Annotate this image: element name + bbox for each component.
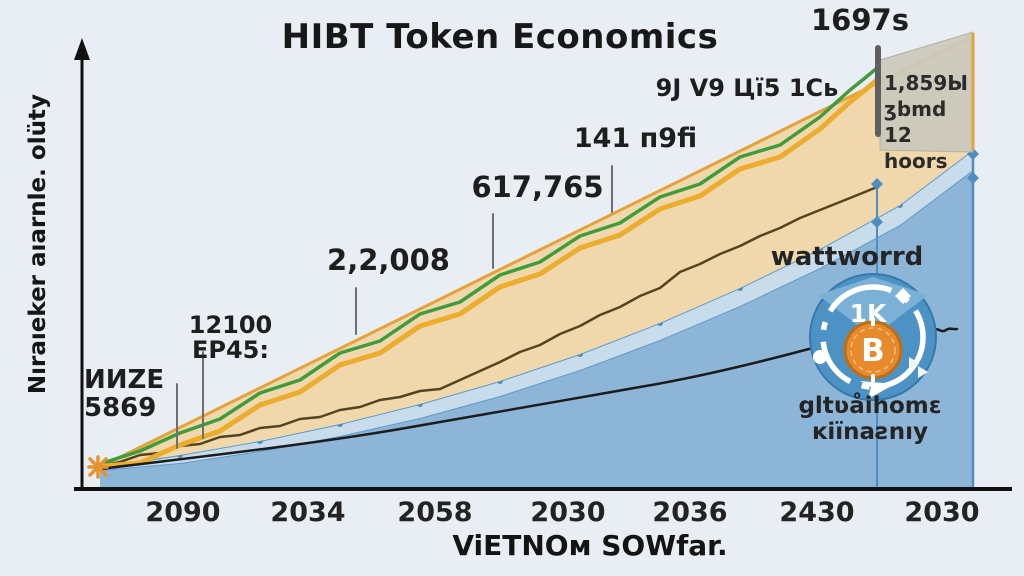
annotation-1697s: 1697s [811, 3, 909, 37]
callout-pointers [176, 165, 613, 449]
brown-jagged-line [99, 185, 878, 468]
ring-chevron [918, 366, 928, 378]
annotation-glt-line2: ĸiïnaƨnıy [812, 419, 928, 445]
annotation-141: 141 п9fi [573, 123, 698, 154]
wedge-top-edge [98, 34, 975, 469]
annotation-mize-5869: ИИZE 5869 [84, 366, 204, 422]
annotation-mize-line1: ИИZE [84, 365, 165, 395]
annotation-617765: 617,765 [471, 170, 604, 204]
x-tick-2430: 2430 [779, 497, 855, 528]
bitcoin-symbol: B [861, 333, 885, 369]
ring-diamond [895, 288, 911, 304]
x-tick-2036: 2036 [652, 497, 728, 528]
info-box-line2: ʒbmd 12 [884, 97, 947, 147]
origin-star-marker [87, 455, 109, 479]
bitcoin-tick-top [871, 318, 875, 326]
diamond-marker [871, 178, 883, 190]
annotation-mize-line2: 5869 [84, 393, 157, 423]
chart-title: HIBT Token Economics [281, 17, 719, 57]
annotation-9jv9: 9J V9 Цï5 1Cь [655, 74, 839, 102]
ring-dot [813, 350, 827, 364]
x-tick-2034: 2034 [270, 497, 346, 528]
yellow-line [101, 77, 880, 469]
coin-inner-ring [850, 327, 896, 373]
blue-area [100, 170, 973, 488]
info-box-line3: hoors [884, 149, 948, 173]
diamond-marker [967, 172, 979, 184]
ring-chevron [909, 357, 919, 369]
badge-ring [820, 284, 926, 390]
x-axis-title: ViETNOм SOWfar. [452, 529, 728, 562]
y-axis-label: Nıraıeker aıarnle. olüty [24, 94, 51, 395]
x-tick-2090: 2090 [145, 497, 221, 528]
info-box-line1: 1,859Ы [884, 71, 968, 95]
info-box-text: 1,859Ы ʒbmd 12 hoors [884, 70, 972, 174]
y-axis-arrowhead [74, 38, 90, 60]
diamond-marker [871, 216, 883, 228]
x-tick-2030a: 2030 [530, 497, 606, 528]
annotation-22008: 2,2,008 [327, 243, 450, 277]
annotation-glt-line1: gltʋåihomɛ [798, 393, 942, 419]
x-tick-2058: 2058 [397, 497, 473, 528]
annotation-12100-ep45: 12100 EP45: [188, 311, 273, 365]
bitcoin-tick-bottom [871, 374, 875, 382]
annotation-wattword: wattworrd [770, 242, 924, 272]
green-line [104, 66, 879, 464]
ring-arrow [860, 381, 895, 399]
token-badge: 1K B [809, 273, 937, 401]
x-tick-2030b: 2030 [904, 497, 980, 528]
annotation-glt: gltʋåihomɛ ĸiïnaƨnıy [775, 393, 965, 445]
